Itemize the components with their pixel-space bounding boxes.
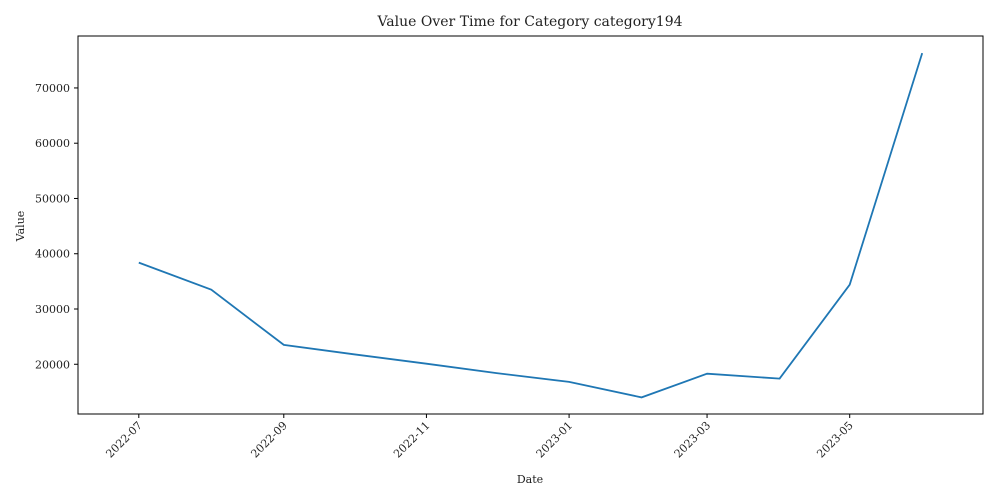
y-tick-label: 70000 [35, 82, 70, 95]
x-tick-label: 2023-01 [534, 419, 576, 461]
x-tick-label: 2022-07 [103, 419, 145, 461]
y-tick-label: 20000 [35, 358, 70, 371]
x-tick-label: 2022-11 [391, 419, 433, 461]
x-tick-label: 2022-09 [248, 419, 290, 461]
series-line [138, 52, 924, 399]
y-tick-label: 40000 [35, 248, 70, 261]
chart-title: Value Over Time for Category category194 [376, 14, 682, 30]
x-axis-label: Date [517, 473, 543, 486]
y-tick-label: 60000 [35, 137, 70, 150]
axes-frame [77, 35, 984, 415]
x-tick-label: 2023-05 [814, 419, 856, 461]
y-axis-label: Value [14, 211, 27, 243]
y-tick-label: 50000 [35, 192, 70, 205]
x-tick-label: 2023-03 [672, 419, 714, 461]
y-tick-label: 30000 [35, 303, 70, 316]
tick-layer: 20000 30000 40000 50000 60000 70000 2022-07 202… [35, 82, 856, 461]
